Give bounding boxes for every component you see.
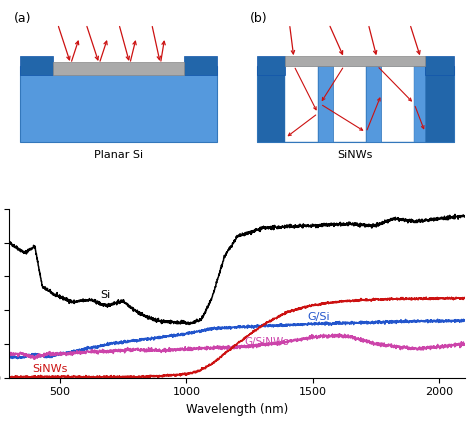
Text: G/SiNWs: G/SiNWs bbox=[245, 336, 289, 347]
Text: SiNWs: SiNWs bbox=[337, 150, 373, 160]
Text: (a): (a) bbox=[14, 12, 31, 24]
Polygon shape bbox=[184, 56, 217, 75]
Polygon shape bbox=[285, 66, 318, 142]
Text: SiNWs: SiNWs bbox=[32, 365, 68, 375]
Polygon shape bbox=[425, 66, 454, 142]
Text: (b): (b) bbox=[250, 12, 268, 24]
Polygon shape bbox=[20, 66, 217, 142]
Polygon shape bbox=[53, 62, 184, 75]
Polygon shape bbox=[318, 66, 333, 142]
Polygon shape bbox=[257, 66, 454, 142]
X-axis label: Wavelength (nm): Wavelength (nm) bbox=[186, 403, 288, 416]
Polygon shape bbox=[425, 56, 454, 75]
Polygon shape bbox=[20, 56, 53, 75]
Text: G/Si: G/Si bbox=[308, 312, 330, 322]
Polygon shape bbox=[257, 66, 285, 142]
Text: Planar Si: Planar Si bbox=[94, 150, 144, 160]
Polygon shape bbox=[333, 66, 366, 142]
Polygon shape bbox=[382, 66, 414, 142]
Polygon shape bbox=[257, 56, 285, 75]
Polygon shape bbox=[366, 66, 382, 142]
Text: Si: Si bbox=[100, 290, 111, 300]
Polygon shape bbox=[285, 56, 425, 66]
